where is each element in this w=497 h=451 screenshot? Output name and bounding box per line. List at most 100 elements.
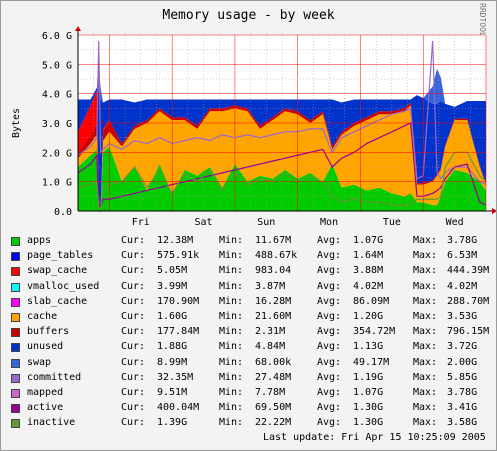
min-value: 7.78M — [255, 387, 286, 398]
min-label: Min: — [219, 402, 244, 414]
legend-swatch — [11, 252, 20, 262]
legend-name: mapped — [27, 387, 64, 398]
legend-row-swap: swap Cur: 8.99M Min: 68.00k Avg: 49.17M Max: 2.0… — [1, 356, 496, 371]
legend-name: vmalloc_used — [27, 280, 100, 292]
legend-swatch — [11, 343, 20, 353]
legend-row-vmalloc-used: vmalloc_used Cur: 3.99M Min: 3.87M Avg: 4.02M M… — [1, 280, 496, 295]
cur-label: Cur: — [121, 311, 146, 322]
cur-value: 400.04M — [157, 402, 200, 414]
legend-row-buffers: buffers Cur: 177.84M Min: 2.31M Avg: 354.72M Ma… — [1, 325, 496, 340]
y-axis-label: Bytes — [11, 108, 22, 138]
cur-value: 1.60G — [157, 311, 188, 322]
y-tick-label: 1.0 G — [42, 178, 72, 189]
max-label: Max: — [413, 250, 438, 262]
line-committed — [77, 40, 487, 186]
min-value: 68.00k — [255, 356, 292, 368]
avg-value: 1.30G — [353, 417, 384, 429]
legend-name: swap_cache — [27, 265, 88, 277]
max-value: 796.15M — [447, 326, 490, 338]
min-value: 3.87M — [255, 280, 286, 292]
line-inactive — [77, 151, 487, 213]
cur-value: 177.84M — [157, 326, 200, 338]
cur-label: Cur: — [121, 341, 146, 353]
legend-row-unused: unused Cur: 1.88G Min: 4.84M Avg: 1.13G Max: 3.7… — [1, 340, 496, 355]
legend-swatch — [11, 282, 20, 292]
max-value: 2.00G — [447, 356, 478, 368]
min-value: 11.67M — [255, 235, 292, 246]
cur-value: 1.39G — [157, 417, 188, 429]
x-tick-label: Mon — [320, 217, 338, 228]
x-tick-label: Tue — [383, 217, 401, 228]
min-label: Min: — [219, 280, 244, 292]
area-apps — [78, 146, 486, 211]
legend-name: inactive — [27, 417, 76, 429]
cur-label: Cur: — [121, 295, 146, 307]
min-label: Min: — [219, 311, 244, 322]
avg-label: Avg: — [317, 235, 342, 246]
avg-label: Avg: — [317, 265, 342, 277]
cur-value: 12.38M — [157, 235, 194, 246]
max-label: Max: — [413, 280, 438, 292]
min-value: 16.28M — [255, 295, 292, 307]
avg-label: Avg: — [317, 356, 342, 368]
max-label: Max: — [413, 387, 438, 398]
legend-row-cache: cache Cur: 1.60G Min: 21.60M Avg: 1.20G Max: 3.5… — [1, 310, 496, 325]
legend-name: buffers — [27, 326, 70, 338]
min-value: 4.84M — [255, 341, 286, 353]
avg-label: Avg: — [317, 311, 342, 322]
avg-value: 1.07G — [353, 387, 384, 398]
avg-value: 49.17M — [353, 356, 390, 368]
min-label: Min: — [219, 371, 244, 383]
min-label: Min: — [219, 341, 244, 353]
max-label: Max: — [413, 356, 438, 368]
legend-swatch — [11, 297, 20, 307]
legend-name: unused — [27, 341, 64, 353]
cur-label: Cur: — [121, 265, 146, 277]
cur-value: 1.88G — [157, 341, 188, 353]
line-active — [77, 122, 487, 211]
min-value: 2.31M — [255, 326, 286, 338]
min-value: 21.60M — [255, 311, 292, 322]
chart-svg: 0.0 1.0 G 2.0 G 3.0 G 4.0 G 5.0 G 6.0 G Fri Sat S… — [11, 26, 496, 228]
min-value: 69.50M — [255, 402, 292, 414]
max-label: Max: — [413, 326, 438, 338]
cur-label: Cur: — [121, 387, 146, 398]
max-value: 6.53M — [447, 250, 478, 262]
cur-value: 575.91k — [157, 250, 200, 262]
cur-value: 8.99M — [157, 356, 188, 368]
chart-title: Memory usage - by week — [162, 8, 335, 23]
cur-label: Cur: — [121, 356, 146, 368]
x-axis-arrow — [492, 208, 496, 214]
cur-value: 9.51M — [157, 387, 188, 398]
cur-label: Cur: — [121, 235, 146, 246]
legend-swatch — [11, 389, 20, 398]
y-tick-label: 3.0 G — [42, 119, 72, 130]
max-value: 3.58G — [447, 417, 478, 429]
area-cache — [78, 105, 486, 209]
cur-value: 5.05M — [157, 265, 188, 277]
legend-name: apps — [27, 235, 52, 246]
legend-swatch — [11, 237, 20, 246]
legend-row-apps: apps Cur: 12.38M Min: 11.67M Avg: 1.07G Max: 3.7… — [1, 234, 496, 249]
avg-label: Avg: — [317, 250, 342, 262]
cur-value: 3.99M — [157, 280, 188, 292]
legend-name: committed — [27, 371, 82, 383]
y-tick-label: 6.0 G — [42, 31, 72, 42]
min-label: Min: — [219, 235, 244, 246]
legend-swatch — [11, 267, 20, 277]
legend-name: page_tables — [27, 250, 94, 262]
legend-name: swap — [27, 356, 52, 368]
max-value: 444.39M — [447, 265, 490, 277]
legend-swatch — [11, 404, 20, 414]
avg-value: 1.20G — [353, 311, 384, 322]
avg-value: 1.19G — [353, 371, 384, 383]
legend-name: slab_cache — [27, 295, 88, 307]
max-label: Max: — [413, 295, 438, 307]
min-label: Min: — [219, 265, 244, 277]
cur-label: Cur: — [121, 371, 146, 383]
min-label: Min: — [219, 387, 244, 398]
max-label: Max: — [413, 265, 438, 277]
cur-label: Cur: — [121, 250, 146, 262]
max-value: 288.70M — [447, 295, 490, 307]
